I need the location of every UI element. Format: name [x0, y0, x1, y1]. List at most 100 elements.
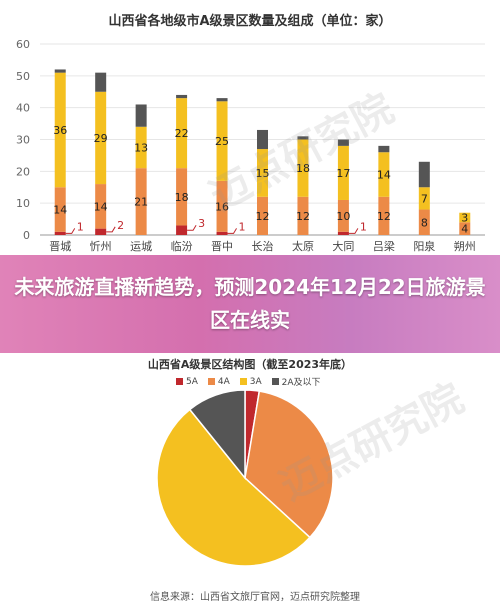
- bar-segment: [418, 161, 430, 188]
- bar-segment: [337, 199, 349, 232]
- bar-segment: [216, 231, 228, 235]
- pie-chart: [156, 389, 334, 567]
- legend-swatch: [176, 378, 183, 385]
- bar-segment: [297, 136, 309, 140]
- data-label: 14: [94, 200, 108, 213]
- bar-segment: [337, 231, 349, 235]
- bar-segment: [257, 196, 268, 235]
- bar-segment: [95, 184, 107, 229]
- y-tick-label: 0: [23, 229, 30, 242]
- bar-chart-title: 山西省各地级市A级景区数量及组成（单位：家）: [108, 14, 392, 29]
- data-label: 13: [134, 141, 148, 154]
- legend-label: 3A: [249, 376, 262, 387]
- data-label: 12: [296, 210, 310, 223]
- pie-chart-title: 山西省A级景区结构图（截至2023年底）: [147, 358, 353, 371]
- headline-banner[interactable]: 未来旅游直播新趋势，预测2024年12月22日旅游景区在线实: [0, 255, 500, 353]
- data-label: 12: [256, 210, 270, 223]
- x-tick-label: 临汾: [171, 239, 193, 253]
- bar-segment: [54, 231, 66, 235]
- bar-segment: [176, 98, 188, 169]
- data-label-leader: [65, 228, 76, 234]
- y-tick-label: 50: [16, 70, 30, 83]
- data-label: 14: [53, 204, 67, 217]
- bar-segment: [297, 196, 309, 235]
- data-label: 18: [175, 191, 189, 204]
- legend-item: 5A: [176, 375, 198, 388]
- data-label: 7: [421, 192, 428, 205]
- data-label: 1: [77, 220, 84, 233]
- data-label: 10: [336, 210, 350, 223]
- bar-segment: [216, 98, 228, 102]
- bar-segment: [135, 104, 147, 127]
- data-label: 12: [377, 210, 391, 223]
- data-label: 14: [377, 169, 391, 182]
- bar-segment: [418, 187, 430, 210]
- pie-slice: [188, 389, 246, 481]
- bar-segment: [297, 139, 309, 197]
- bar-segment: [95, 228, 107, 235]
- legend-swatch: [271, 378, 279, 385]
- data-label: 15: [256, 167, 270, 180]
- bar-segment: [378, 196, 390, 235]
- data-label: 4: [461, 223, 468, 236]
- data-label: 17: [336, 167, 350, 180]
- x-tick-label: 忻州: [90, 240, 112, 253]
- data-label: 18: [296, 162, 310, 175]
- legend-label: 4A: [217, 376, 230, 387]
- x-tick-label: 大同: [332, 239, 354, 253]
- bar-segment: [176, 225, 188, 235]
- y-tick-label: 60: [16, 38, 30, 51]
- bar-segment: [54, 69, 66, 73]
- data-label: 8: [421, 216, 428, 229]
- headline-text[interactable]: 未来旅游直播新趋势，预测2024年12月22日旅游景区在线实: [14, 275, 486, 332]
- data-label: 1: [360, 220, 367, 233]
- x-tick-label: 吕梁: [373, 239, 395, 253]
- bar-segment: [459, 222, 471, 235]
- data-label: 3: [461, 211, 468, 224]
- x-tick-label: 太原: [292, 240, 314, 253]
- data-label-leader: [187, 224, 197, 231]
- bar-segment: [135, 168, 147, 235]
- data-label: 36: [53, 124, 67, 137]
- data-label-leader: [106, 226, 116, 233]
- bar-segment: [337, 145, 349, 200]
- bar-segment: [95, 91, 107, 185]
- bar-segment: [257, 149, 268, 197]
- data-label-leader: [348, 228, 359, 234]
- y-tick-label: 10: [16, 197, 30, 210]
- bar-segment: [54, 72, 66, 188]
- bar-segment: [216, 180, 228, 232]
- data-label-leader: [227, 228, 237, 234]
- x-tick-label: 运城: [130, 240, 152, 253]
- legend-swatch: [239, 378, 247, 385]
- data-label: 25: [215, 135, 229, 148]
- data-label: 21: [134, 196, 148, 209]
- data-label: 1: [239, 220, 246, 233]
- bar-segment: [257, 129, 268, 150]
- bar-segment: [216, 101, 228, 181]
- bar-segment: [176, 168, 188, 226]
- pie-slice: [156, 408, 311, 567]
- source-note: 信息来源：山西省文旅厅官网，迈点研究院整理: [150, 592, 360, 603]
- bar-segment: [459, 212, 471, 223]
- data-label: 22: [175, 127, 189, 140]
- legend-label: 5A: [186, 376, 198, 387]
- legend-label: 2A及以下: [281, 378, 321, 388]
- x-tick-label: 长治: [252, 239, 274, 253]
- legend-item: 2A及以下: [271, 375, 321, 388]
- data-label: 3: [198, 217, 205, 230]
- x-tick-label: 朔州: [454, 240, 476, 253]
- bar-segment: [54, 187, 66, 232]
- pie-legend: 5A 4A 3A 2A及以下: [176, 375, 321, 388]
- bar-segment: [418, 209, 430, 235]
- bar-segment: [378, 152, 390, 197]
- y-tick-label: 20: [16, 165, 30, 178]
- bar-segment: [95, 72, 107, 92]
- data-label: 29: [94, 132, 108, 145]
- bar-segment: [176, 94, 188, 99]
- legend-item: 4A: [207, 375, 230, 388]
- legend-item: 3A: [239, 375, 262, 388]
- legend-swatch: [207, 378, 215, 385]
- bar-segment: [378, 145, 390, 153]
